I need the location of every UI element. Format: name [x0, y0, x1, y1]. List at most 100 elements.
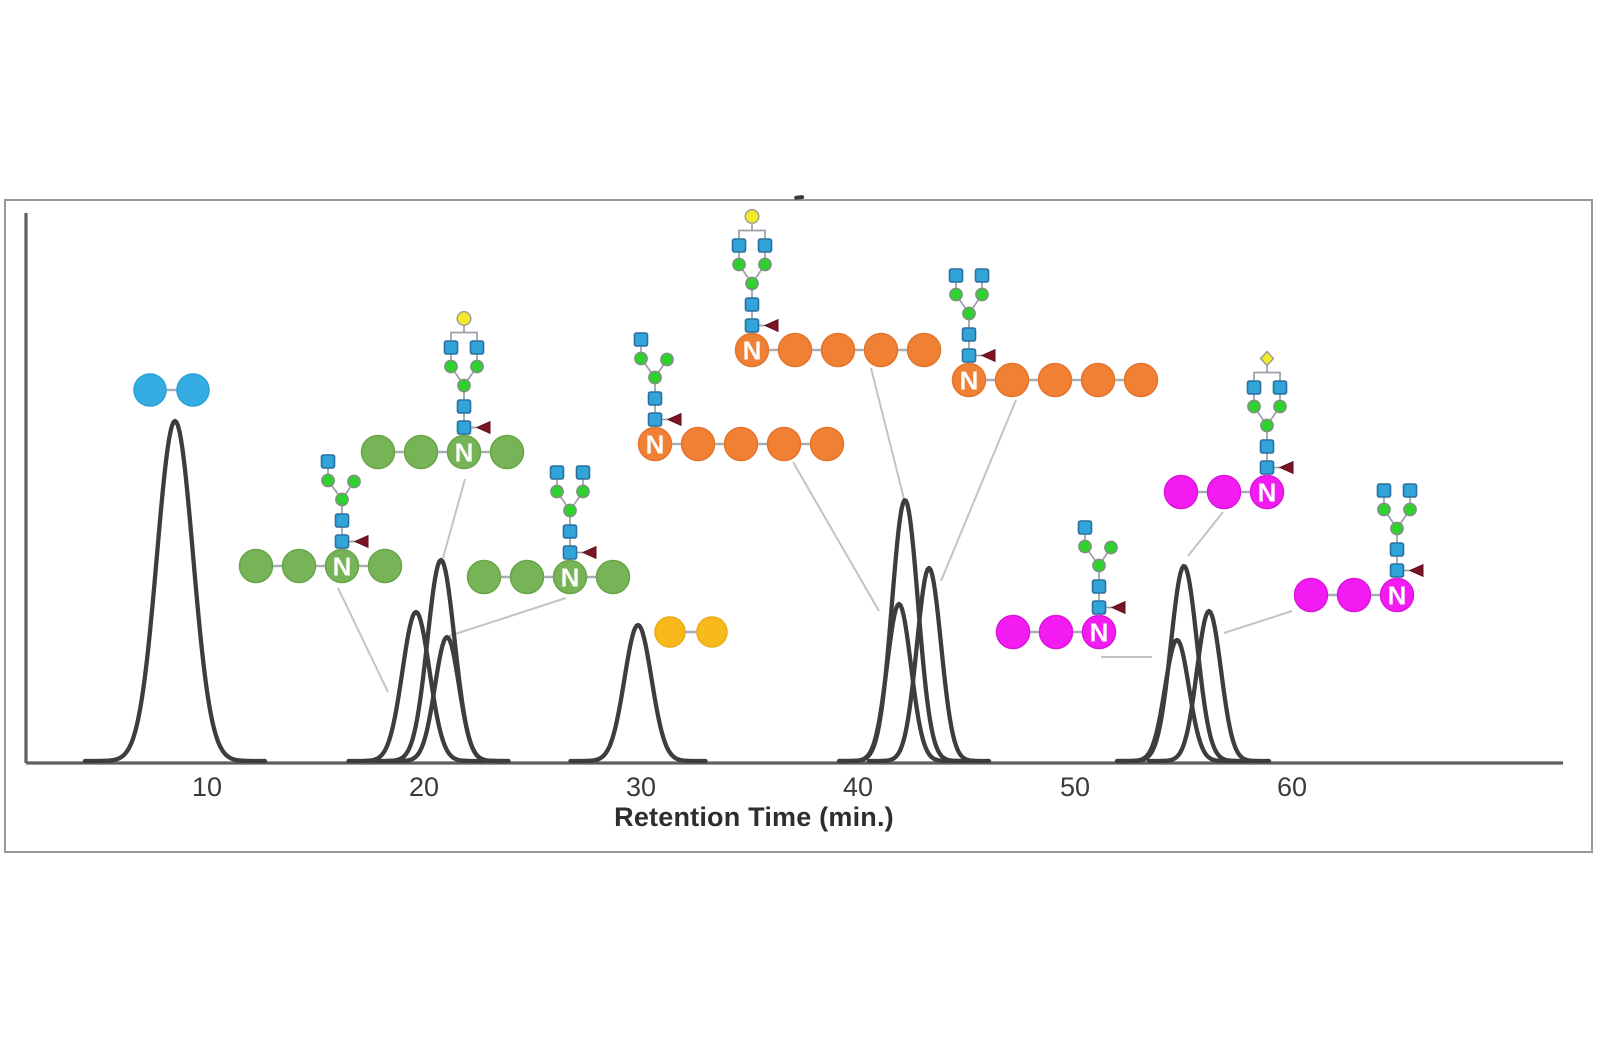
- annotation-orange-left: N: [633, 332, 845, 462]
- peptide-residue-circle: [994, 362, 1030, 398]
- peptide-residue-circle: [1293, 577, 1329, 613]
- annotation-orange-right: N: [948, 268, 1159, 398]
- fucose-triangle-icon: [666, 412, 682, 427]
- glcnac-square-icon: [647, 412, 663, 427]
- x-axis-title: Retention Time (min.): [614, 802, 894, 832]
- mannose-circle-icon: [1273, 399, 1287, 414]
- peak-amber: [568, 622, 708, 764]
- x-tick-labels: 10 20 30 40 50 60: [192, 772, 1307, 802]
- n-site-label: N: [743, 336, 762, 366]
- peptide-residue-circle: [820, 332, 856, 368]
- glcnac-square-icon: [647, 391, 663, 406]
- mannose-circle-icon: [576, 484, 590, 499]
- glcnac-square-icon: [456, 399, 472, 414]
- annotation-magenta-left: N: [995, 520, 1126, 650]
- peptide-residue-circle: [995, 614, 1031, 650]
- glcnac-square-icon: [562, 524, 578, 539]
- fucose-triangle-icon: [1278, 460, 1294, 475]
- glcnac-square-icon: [1091, 600, 1107, 615]
- glcnac-square-icon: [633, 332, 649, 347]
- mannose-circle-icon: [1104, 540, 1118, 555]
- peptide-residue-circle: [777, 332, 813, 368]
- fucose-triangle-icon: [581, 545, 597, 560]
- mannose-circle-icon: [321, 473, 335, 488]
- peptide-residue-circle: [1336, 577, 1372, 613]
- glcnac-square-icon: [961, 348, 977, 363]
- glcnac-square-icon: [1091, 579, 1107, 594]
- peptide-residue-circle: [238, 548, 274, 584]
- n-site-label: N: [1388, 581, 1407, 611]
- peptide-residue-circle: [489, 434, 525, 470]
- peptide-residue-circle: [1037, 362, 1073, 398]
- peptide-residue-circle: [809, 426, 845, 462]
- peak-orange-3: [836, 601, 962, 764]
- annotation-orange-top: N: [731, 208, 942, 368]
- glcnac-square-icon: [948, 268, 964, 283]
- mannose-circle-icon: [962, 306, 976, 321]
- mannose-circle-icon: [347, 474, 361, 489]
- glcnac-square-icon: [1259, 439, 1275, 454]
- annotation-magenta-top: N: [1163, 350, 1294, 510]
- mannose-circle-icon: [470, 359, 484, 374]
- n-site-label: N: [455, 438, 474, 468]
- glcnac-square-icon: [456, 420, 472, 435]
- glcnac-square-icon: [320, 454, 336, 469]
- n-site-label: N: [646, 430, 665, 460]
- glcnac-square-icon: [757, 238, 773, 253]
- peptide-residue-circle: [723, 426, 759, 462]
- mannose-circle-icon: [335, 492, 349, 507]
- glcnac-square-icon: [1389, 563, 1405, 578]
- n-site-label: N: [561, 563, 580, 593]
- annotation-magenta-right: N: [1293, 483, 1424, 613]
- glcnac-square-icon: [1402, 483, 1418, 498]
- peak-blue: [82, 418, 268, 764]
- peptide-residue-circle: [654, 616, 686, 648]
- fucose-triangle-icon: [763, 318, 779, 333]
- mannose-circle-icon: [949, 287, 963, 302]
- callout-orange-right: [940, 399, 1017, 582]
- x-tick-label: 60: [1277, 772, 1307, 802]
- peptide-residue-circle: [176, 373, 210, 407]
- fucose-triangle-icon: [1408, 563, 1424, 578]
- annotations: N N N N N N N N N: [133, 208, 1424, 650]
- glcnac-square-icon: [974, 268, 990, 283]
- annotation-amber-dimer: [654, 616, 728, 648]
- callout-magenta-right: [1223, 610, 1293, 634]
- peptide-residue-circle: [133, 373, 167, 407]
- callout-magenta-top: [1187, 511, 1224, 557]
- n-site-label: N: [960, 366, 979, 396]
- galactose-circle-icon: [744, 208, 760, 224]
- peak-magenta-2: [1146, 608, 1272, 764]
- peptide-residue-circle: [1038, 614, 1074, 650]
- mannose-circle-icon: [1078, 539, 1092, 554]
- callout-lines: [337, 367, 1293, 693]
- peaks: [82, 418, 1272, 764]
- mannose-circle-icon: [758, 257, 772, 272]
- peptide-residue-circle: [1206, 474, 1242, 510]
- fucose-triangle-icon: [353, 534, 369, 549]
- fucose-triangle-icon: [980, 348, 996, 363]
- glcnac-square-icon: [549, 465, 565, 480]
- peptide-residue-circle: [696, 616, 728, 648]
- n-site-label: N: [1090, 618, 1109, 648]
- peak-green-3: [384, 634, 510, 764]
- mannose-circle-icon: [1403, 502, 1417, 517]
- x-tick-label: 20: [409, 772, 439, 802]
- glcnac-square-icon: [961, 327, 977, 342]
- stray-mark: [794, 195, 805, 200]
- peptide-residue-circle: [766, 426, 802, 462]
- annotation-green-left: N: [238, 454, 403, 584]
- galactose-circle-icon: [456, 311, 472, 327]
- glcnac-square-icon: [1272, 380, 1288, 395]
- callout-orange-left: [792, 461, 880, 612]
- glcnac-square-icon: [575, 465, 591, 480]
- annotation-blue-dimer: [133, 373, 210, 407]
- mannose-circle-icon: [563, 503, 577, 518]
- mannose-circle-icon: [1260, 418, 1274, 433]
- mannose-circle-icon: [660, 352, 674, 367]
- fucose-triangle-icon: [475, 420, 491, 435]
- galactose-diamond-icon: [1259, 350, 1275, 367]
- mannose-circle-icon: [648, 370, 662, 385]
- glcnac-square-icon: [1376, 483, 1392, 498]
- glcnac-square-icon: [744, 297, 760, 312]
